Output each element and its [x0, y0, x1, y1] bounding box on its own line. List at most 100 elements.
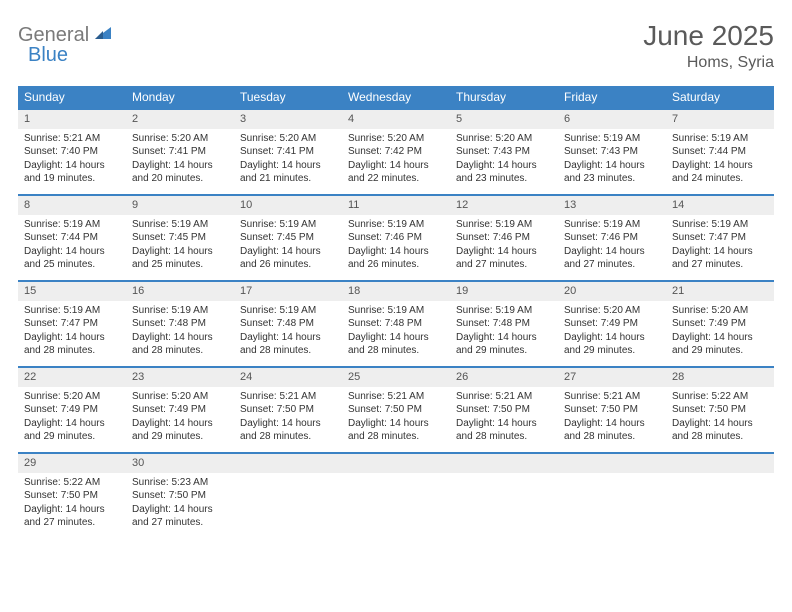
day-number: 23	[126, 368, 234, 387]
day-cell: 9Sunrise: 5:19 AMSunset: 7:45 PMDaylight…	[126, 195, 234, 281]
sunrise-line: Sunrise: 5:19 AM	[564, 218, 660, 232]
sunrise-line: Sunrise: 5:19 AM	[672, 132, 768, 146]
sunrise-line: Sunrise: 5:21 AM	[240, 390, 336, 404]
sunrise-line: Sunrise: 5:21 AM	[24, 132, 120, 146]
day-cell: 17Sunrise: 5:19 AMSunset: 7:48 PMDayligh…	[234, 281, 342, 367]
sunrise-line: Sunrise: 5:20 AM	[564, 304, 660, 318]
sunset-line: Sunset: 7:40 PM	[24, 145, 120, 159]
calendar-body: 1Sunrise: 5:21 AMSunset: 7:40 PMDaylight…	[18, 109, 774, 539]
sunset-line: Sunset: 7:48 PM	[456, 317, 552, 331]
sunset-line: Sunset: 7:48 PM	[132, 317, 228, 331]
day-number: 29	[18, 454, 126, 473]
day-cell: 4Sunrise: 5:20 AMSunset: 7:42 PMDaylight…	[342, 109, 450, 195]
sunset-line: Sunset: 7:41 PM	[240, 145, 336, 159]
day-cell: 2Sunrise: 5:20 AMSunset: 7:41 PMDaylight…	[126, 109, 234, 195]
empty-cell	[558, 453, 666, 539]
day-number: 11	[342, 196, 450, 215]
day-cell: 13Sunrise: 5:19 AMSunset: 7:46 PMDayligh…	[558, 195, 666, 281]
dow-tuesday: Tuesday	[234, 86, 342, 109]
sunset-line: Sunset: 7:44 PM	[24, 231, 120, 245]
page-header: General June 2025 Homs, Syria	[18, 20, 774, 72]
daylight-line: Daylight: 14 hours and 29 minutes.	[456, 331, 552, 358]
sunrise-line: Sunrise: 5:19 AM	[456, 304, 552, 318]
dow-wednesday: Wednesday	[342, 86, 450, 109]
daylight-line: Daylight: 14 hours and 27 minutes.	[672, 245, 768, 272]
day-cell: 14 Sunrise: 5:19 AMSunset: 7:47 PMDayligh…	[666, 195, 774, 281]
week-row: 1Sunrise: 5:21 AMSunset: 7:40 PMDaylight…	[18, 109, 774, 195]
day-number: 26	[450, 368, 558, 387]
daylight-line: Daylight: 14 hours and 19 minutes.	[24, 159, 120, 186]
day-number: 6	[558, 110, 666, 129]
day-cell: 5Sunrise: 5:20 AMSunset: 7:43 PMDaylight…	[450, 109, 558, 195]
day-cell: 16Sunrise: 5:19 AMSunset: 7:48 PMDayligh…	[126, 281, 234, 367]
daylight-line: Daylight: 14 hours and 28 minutes.	[24, 331, 120, 358]
empty-daynum-bar	[450, 454, 558, 473]
sunrise-line: Sunrise: 5:20 AM	[24, 390, 120, 404]
day-number: 17	[234, 282, 342, 301]
sunrise-line: Sunrise: 5:21 AM	[456, 390, 552, 404]
sunset-line: Sunset: 7:46 PM	[348, 231, 444, 245]
empty-cell	[342, 453, 450, 539]
daylight-line: Daylight: 14 hours and 28 minutes.	[348, 331, 444, 358]
day-number: 30	[126, 454, 234, 473]
day-cell: 20Sunrise: 5:20 AMSunset: 7:49 PMDayligh…	[558, 281, 666, 367]
day-number: 18	[342, 282, 450, 301]
daylight-line: Daylight: 14 hours and 27 minutes.	[132, 503, 228, 530]
week-row: 22Sunrise: 5:20 AMSunset: 7:49 PMDayligh…	[18, 367, 774, 453]
daylight-line: Daylight: 14 hours and 23 minutes.	[456, 159, 552, 186]
day-number: 14	[666, 196, 774, 215]
day-cell: 22Sunrise: 5:20 AMSunset: 7:49 PMDayligh…	[18, 367, 126, 453]
day-cell: 11Sunrise: 5:19 AMSunset: 7:46 PMDayligh…	[342, 195, 450, 281]
sunset-line: Sunset: 7:49 PM	[132, 403, 228, 417]
day-number: 10	[234, 196, 342, 215]
sunset-line: Sunset: 7:47 PM	[672, 231, 768, 245]
daylight-line: Daylight: 14 hours and 26 minutes.	[348, 245, 444, 272]
day-cell: 30Sunrise: 5:23 AMSunset: 7:50 PMDayligh…	[126, 453, 234, 539]
week-row: 29Sunrise: 5:22 AMSunset: 7:50 PMDayligh…	[18, 453, 774, 539]
sunset-line: Sunset: 7:49 PM	[672, 317, 768, 331]
empty-cell	[666, 453, 774, 539]
day-number: 27	[558, 368, 666, 387]
day-cell: 28Sunrise: 5:22 AMSunset: 7:50 PMDayligh…	[666, 367, 774, 453]
day-number: 1	[18, 110, 126, 129]
daylight-line: Daylight: 14 hours and 28 minutes.	[240, 417, 336, 444]
brand-sail-icon	[93, 25, 113, 46]
dow-thursday: Thursday	[450, 86, 558, 109]
day-number: 24	[234, 368, 342, 387]
sunrise-line: Sunrise: 5:19 AM	[132, 218, 228, 232]
day-number: 19	[450, 282, 558, 301]
title-block: June 2025 Homs, Syria	[643, 20, 774, 72]
day-cell: 6Sunrise: 5:19 AMSunset: 7:43 PMDaylight…	[558, 109, 666, 195]
dow-friday: Friday	[558, 86, 666, 109]
daylight-line: Daylight: 14 hours and 20 minutes.	[132, 159, 228, 186]
sunrise-line: Sunrise: 5:20 AM	[132, 132, 228, 146]
day-number: 3	[234, 110, 342, 129]
day-number: 16	[126, 282, 234, 301]
day-number: 4	[342, 110, 450, 129]
day-cell: 24Sunrise: 5:21 AMSunset: 7:50 PMDayligh…	[234, 367, 342, 453]
sunrise-line: Sunrise: 5:21 AM	[564, 390, 660, 404]
sunrise-line: Sunrise: 5:19 AM	[24, 304, 120, 318]
daylight-line: Daylight: 14 hours and 29 minutes.	[564, 331, 660, 358]
daylight-line: Daylight: 14 hours and 28 minutes.	[240, 331, 336, 358]
empty-cell	[450, 453, 558, 539]
calendar-table: Sunday Monday Tuesday Wednesday Thursday…	[18, 86, 774, 539]
day-number: 21	[666, 282, 774, 301]
daylight-line: Daylight: 14 hours and 28 minutes.	[348, 417, 444, 444]
brand-word-2: Blue	[28, 44, 68, 67]
sunset-line: Sunset: 7:48 PM	[348, 317, 444, 331]
sunrise-line: Sunrise: 5:19 AM	[672, 218, 768, 232]
day-cell: 1 Sunrise: 5:21 AMSunset: 7:40 PMDaylight…	[18, 109, 126, 195]
day-cell: 7Sunrise: 5:19 AMSunset: 7:44 PMDaylight…	[666, 109, 774, 195]
day-cell: 15Sunrise: 5:19 AMSunset: 7:47 PMDayligh…	[18, 281, 126, 367]
daylight-line: Daylight: 14 hours and 25 minutes.	[132, 245, 228, 272]
day-cell: 27Sunrise: 5:21 AMSunset: 7:50 PMDayligh…	[558, 367, 666, 453]
brand-logo: General	[18, 20, 117, 47]
daylight-line: Daylight: 14 hours and 25 minutes.	[24, 245, 120, 272]
day-number: 25	[342, 368, 450, 387]
day-cell: 26Sunrise: 5:21 AMSunset: 7:50 PMDayligh…	[450, 367, 558, 453]
day-cell: 3Sunrise: 5:20 AMSunset: 7:41 PMDaylight…	[234, 109, 342, 195]
sunset-line: Sunset: 7:43 PM	[564, 145, 660, 159]
sunrise-line: Sunrise: 5:20 AM	[240, 132, 336, 146]
day-cell: 25Sunrise: 5:21 AMSunset: 7:50 PMDayligh…	[342, 367, 450, 453]
